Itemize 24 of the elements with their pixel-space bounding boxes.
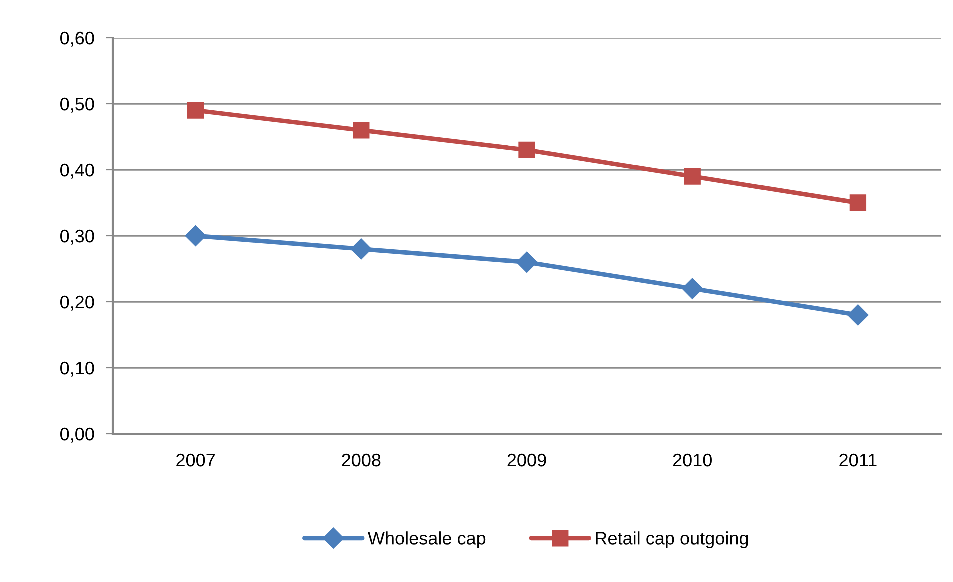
y-tick-label: 0,10 bbox=[60, 362, 94, 377]
point bbox=[848, 304, 869, 326]
point bbox=[516, 252, 538, 273]
point bbox=[682, 278, 704, 300]
y-tick-label: 0,40 bbox=[60, 164, 94, 179]
y-tick-label: 0,20 bbox=[60, 296, 94, 311]
x-tick-label: 2009 bbox=[508, 454, 546, 467]
x-tick-label: 2011 bbox=[840, 454, 877, 467]
x-tick-label: 2008 bbox=[342, 454, 381, 467]
y-tick-label: 0,30 bbox=[60, 230, 94, 245]
y-tick-label: 0,00 bbox=[60, 428, 94, 443]
point bbox=[850, 194, 867, 212]
point bbox=[518, 142, 536, 159]
y-tick-label: 0,60 bbox=[60, 32, 94, 47]
x-tick-label: 2010 bbox=[673, 454, 712, 467]
legend-label: Wholesale cap bbox=[368, 532, 486, 548]
y-tick-label: 0,50 bbox=[60, 98, 94, 113]
point bbox=[187, 102, 204, 119]
point bbox=[353, 122, 370, 139]
legend-label: Retail cap outgoing bbox=[596, 532, 748, 548]
point bbox=[350, 238, 372, 260]
point bbox=[684, 168, 701, 185]
point bbox=[185, 225, 206, 247]
x-tick-label: 2007 bbox=[176, 454, 215, 467]
